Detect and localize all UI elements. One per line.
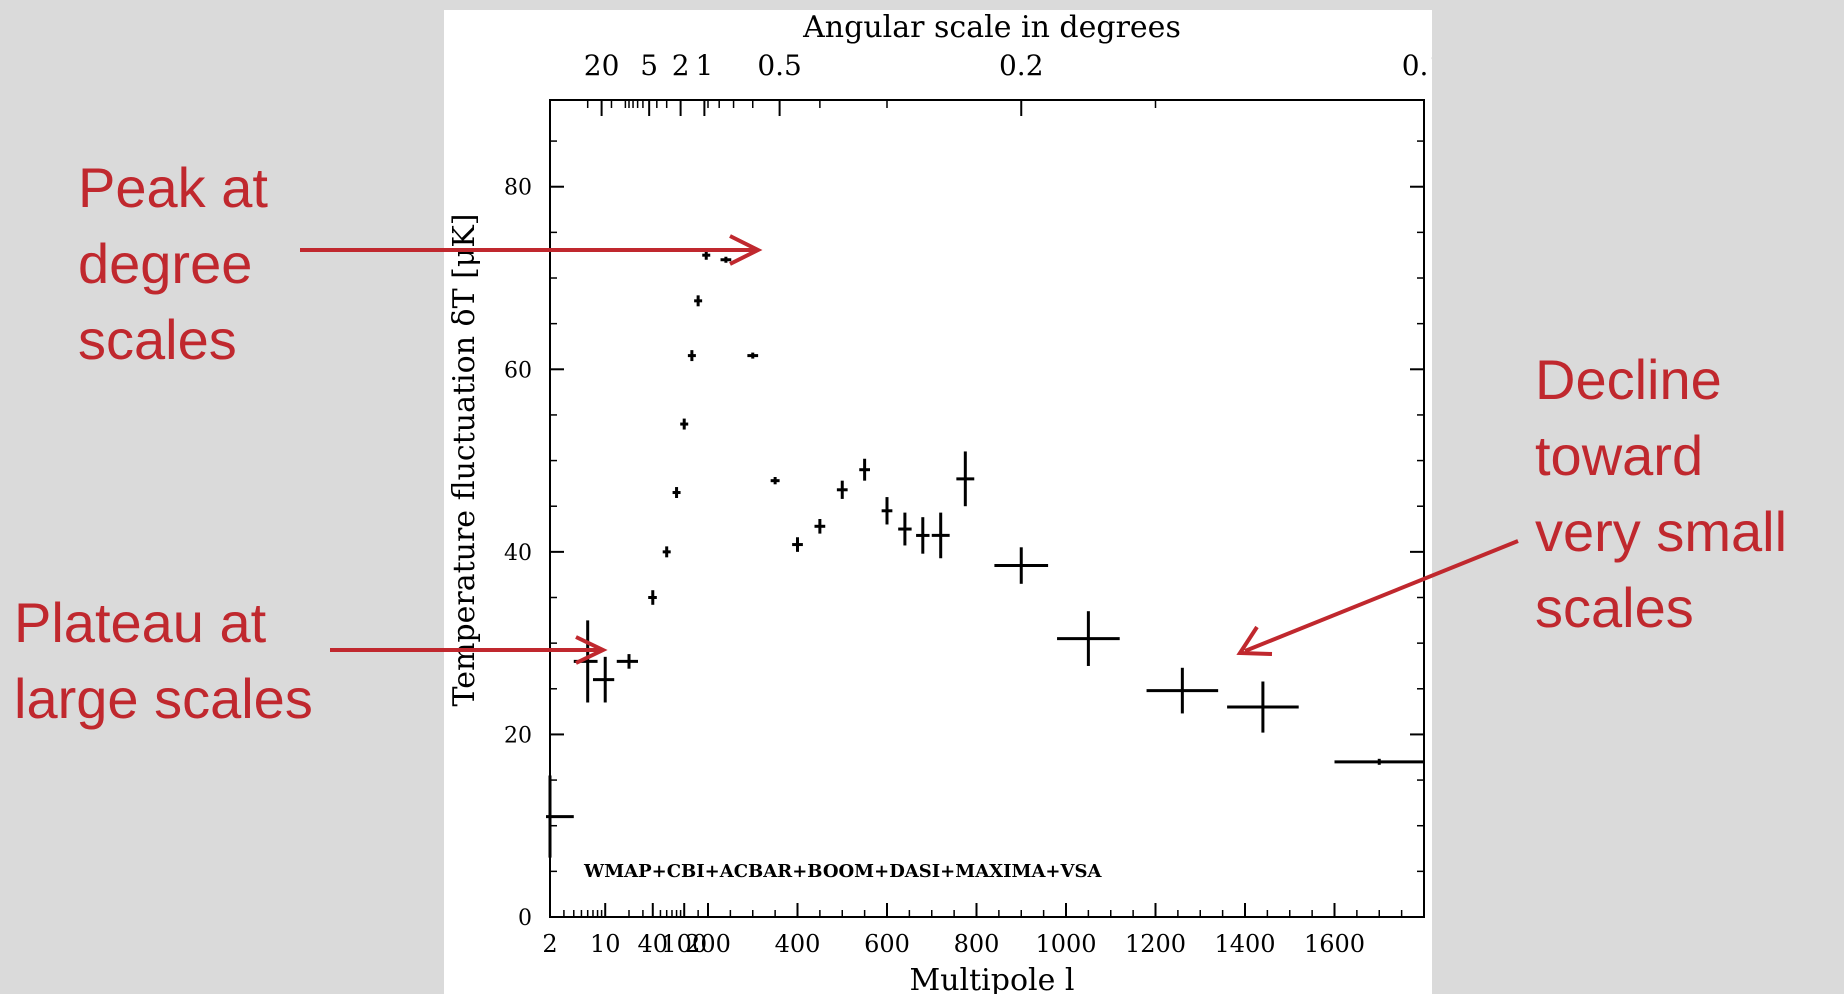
data-point-25 bbox=[1146, 667, 1219, 714]
x-tick-label-200: 200 bbox=[685, 930, 731, 958]
annotation-decline-line-3: very small bbox=[1535, 500, 1788, 563]
data-point-13 bbox=[770, 477, 780, 485]
x-tick-label-100: 100 bbox=[661, 930, 707, 958]
x-axis-title: Multipole l bbox=[909, 963, 1074, 994]
y-tick-label-20: 20 bbox=[504, 723, 532, 748]
top-tick-label-0.2: 0.2 bbox=[999, 49, 1044, 82]
data-point-24 bbox=[1057, 611, 1120, 666]
data-point-9 bbox=[694, 295, 703, 307]
data-point-7 bbox=[680, 418, 689, 430]
annotation-plateau-line-2: large scales bbox=[14, 667, 313, 730]
top-tick-label-0.1: 0.1 bbox=[1402, 49, 1432, 82]
annotation-peak-line-3: scales bbox=[78, 308, 237, 371]
data-point-8 bbox=[687, 350, 696, 362]
x-tick-label-1200: 1200 bbox=[1125, 930, 1186, 958]
data-point-5 bbox=[662, 546, 671, 558]
data-point-16 bbox=[836, 480, 848, 499]
x-tick-label-2: 2 bbox=[542, 930, 557, 958]
x-tick-label-1400: 1400 bbox=[1214, 930, 1275, 958]
annotation-plateau-line-1: Plateau at bbox=[14, 591, 267, 654]
top-tick-label-20: 20 bbox=[584, 49, 620, 82]
y-tick-label-40: 40 bbox=[504, 541, 532, 566]
plot-frame bbox=[549, 99, 1425, 918]
data-point-10 bbox=[702, 250, 711, 260]
y-tick-label-0: 0 bbox=[518, 906, 532, 931]
data-point-3 bbox=[616, 654, 639, 669]
top-tick-label-5: 5 bbox=[640, 49, 658, 82]
data-point-17 bbox=[859, 458, 870, 481]
data-point-6 bbox=[672, 487, 681, 499]
chart-panel: 2 10 40 100 200 400 600 800 1000 1200 1400 1600 20 5 2… bbox=[444, 10, 1432, 994]
x-tick-label-600: 600 bbox=[864, 930, 910, 958]
x-tick-label-1600: 1600 bbox=[1304, 930, 1365, 958]
data-point-21 bbox=[931, 512, 950, 559]
annotation-decline-line-1: Decline bbox=[1535, 348, 1722, 411]
data-point-26 bbox=[1227, 681, 1299, 733]
top-tick-label-2: 2 bbox=[672, 49, 690, 82]
data-point-22 bbox=[956, 451, 975, 507]
annotation-peak-line-2: degree bbox=[78, 232, 253, 295]
x-tick-label-10: 10 bbox=[590, 930, 621, 958]
data-point-1 bbox=[573, 620, 598, 703]
data-point-2 bbox=[592, 656, 615, 703]
annotation-decline: Decline toward very small scales bbox=[1535, 342, 1787, 646]
top-tick-label-1: 1 bbox=[695, 49, 713, 82]
annotation-peak: Peak at degree scales bbox=[78, 150, 268, 378]
annotation-decline-line-2: toward bbox=[1535, 424, 1704, 487]
x-tick-label-800: 800 bbox=[954, 930, 1000, 958]
x-tick-label-40: 40 bbox=[638, 930, 669, 958]
x-tick-label-1000: 1000 bbox=[1035, 930, 1096, 958]
dataset-label: WMAP+CBI+ACBAR+BOOM+DASI+MAXIMA+VSA bbox=[583, 861, 1102, 882]
data-point-19 bbox=[898, 512, 912, 546]
data-point-4 bbox=[648, 590, 657, 605]
data-point-11 bbox=[720, 256, 732, 263]
top-tick-label-0.5: 0.5 bbox=[757, 49, 802, 82]
data-point-0 bbox=[546, 775, 574, 858]
annotation-peak-line-1: Peak at bbox=[78, 156, 268, 219]
y-axis-title: Temperature fluctuation δT [μK] bbox=[447, 214, 482, 707]
annotation-plateau: Plateau at large scales bbox=[14, 585, 313, 737]
data-point-27 bbox=[1334, 758, 1424, 765]
data-point-23 bbox=[994, 547, 1049, 584]
data-point-20 bbox=[916, 517, 930, 554]
x-tick-label-400: 400 bbox=[775, 930, 821, 958]
data-point-15 bbox=[814, 518, 826, 534]
y-tick-label-80: 80 bbox=[504, 176, 532, 201]
top-axis-title: Angular scale in degrees bbox=[802, 10, 1181, 45]
y-tick-label-60: 60 bbox=[504, 358, 532, 383]
data-point-18 bbox=[881, 497, 893, 525]
data-point-12 bbox=[747, 352, 759, 359]
annotation-decline-line-4: scales bbox=[1535, 576, 1694, 639]
data-point-14 bbox=[792, 537, 803, 552]
